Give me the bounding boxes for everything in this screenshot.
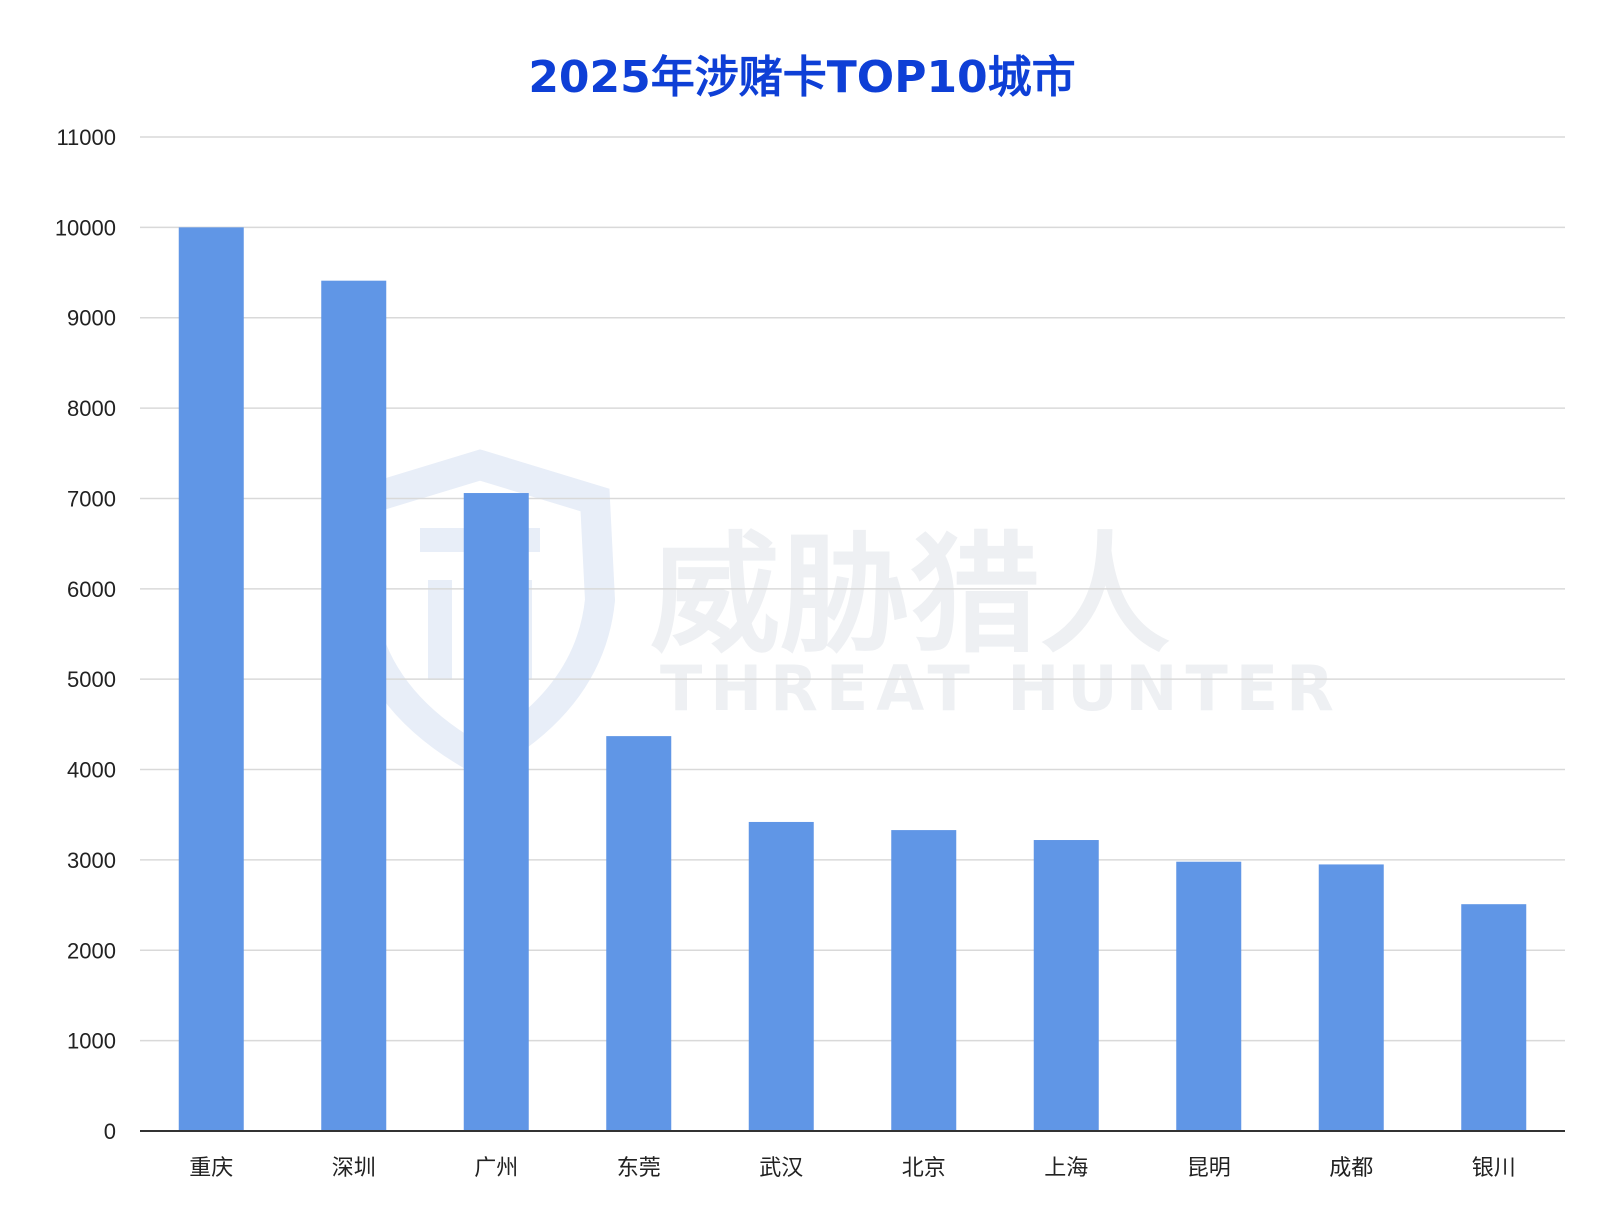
y-tick-label: 10000 (55, 215, 116, 240)
x-tick-label: 北京 (902, 1156, 946, 1181)
y-axis-ticks: 0 1000 2000 3000 4000 5000 6000 7000 8000 9000 100… (55, 125, 116, 1144)
x-tick-label: 上海 (1044, 1156, 1088, 1181)
watermark-en: THREAT HUNTER (660, 652, 1342, 725)
x-tick-label: 银川 (1472, 1156, 1516, 1181)
bar-2 (463, 493, 529, 1131)
x-tick-label: 广州 (474, 1156, 518, 1181)
x-tick-label: 昆明 (1187, 1156, 1231, 1181)
bar-6 (1033, 840, 1099, 1131)
y-tick-label: 1000 (67, 1029, 116, 1054)
x-tick-label: 武汉 (759, 1156, 803, 1181)
y-tick-label: 6000 (67, 577, 116, 602)
y-tick-label: 3000 (67, 848, 116, 873)
x-tick-label: 东莞 (617, 1156, 661, 1181)
watermark-cn: 威胁猎人 (650, 519, 1170, 671)
bar-9 (1461, 904, 1527, 1131)
y-tick-label: 11000 (56, 125, 116, 150)
bar-8 (1318, 864, 1384, 1131)
x-axis-labels: 重庆 深圳 广州 东莞 武汉 北京 上海 昆明 成都 银川 (189, 1156, 1516, 1181)
bar-4 (748, 821, 814, 1131)
y-tick-label: 7000 (67, 486, 116, 511)
bar-7 (1176, 861, 1242, 1131)
y-tick-label: 9000 (67, 306, 116, 331)
bar-3 (606, 736, 672, 1131)
y-tick-label: 2000 (67, 938, 116, 963)
y-tick-label: 8000 (67, 396, 116, 421)
bar-5 (891, 830, 957, 1131)
y-tick-label: 4000 (67, 758, 116, 783)
y-tick-label: 0 (104, 1119, 116, 1144)
bars (178, 227, 1527, 1131)
chart-title: 2025年涉赌卡TOP10城市 (528, 52, 1075, 103)
y-tick-label: 5000 (67, 667, 116, 692)
x-tick-label: 成都 (1329, 1156, 1373, 1181)
x-tick-label: 重庆 (189, 1156, 233, 1181)
bar-1 (321, 280, 387, 1131)
bar-0 (178, 227, 244, 1131)
x-tick-label: 深圳 (332, 1156, 376, 1181)
